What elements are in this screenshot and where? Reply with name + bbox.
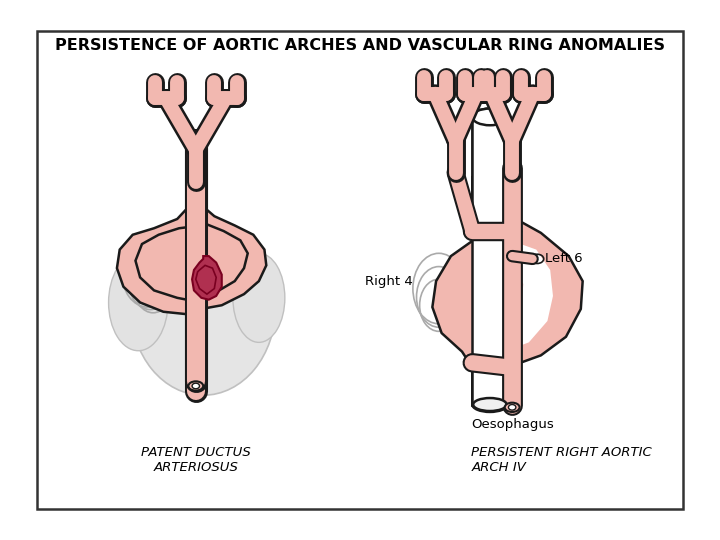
Text: Right 4: Right 4 — [364, 275, 413, 288]
Text: Left 6: Left 6 — [544, 252, 582, 265]
Polygon shape — [192, 256, 222, 300]
Bar — [189, 200, 202, 326]
Polygon shape — [196, 265, 216, 294]
Ellipse shape — [508, 404, 516, 410]
Ellipse shape — [189, 381, 203, 390]
Ellipse shape — [131, 219, 276, 395]
Ellipse shape — [472, 109, 508, 125]
Text: PATENT DUCTUS
ARTERIOSUS: PATENT DUCTUS ARTERIOSUS — [141, 446, 251, 474]
Polygon shape — [190, 182, 266, 309]
Polygon shape — [482, 177, 553, 404]
Ellipse shape — [473, 398, 507, 411]
Ellipse shape — [505, 403, 520, 412]
Ellipse shape — [472, 397, 508, 412]
Bar — [472, 117, 508, 404]
Text: PERSISTENT RIGHT AORTIC
ARCH IV: PERSISTENT RIGHT AORTIC ARCH IV — [472, 446, 652, 474]
Ellipse shape — [109, 254, 168, 350]
Text: PERSISTENCE OF AORTIC ARCHES AND VASCULAR RING ANOMALIES: PERSISTENCE OF AORTIC ARCHES AND VASCULA… — [55, 38, 665, 53]
Polygon shape — [433, 177, 582, 404]
Polygon shape — [117, 182, 202, 314]
FancyBboxPatch shape — [37, 31, 683, 509]
Ellipse shape — [472, 109, 508, 125]
Ellipse shape — [192, 383, 199, 389]
Text: Oesophagus: Oesophagus — [472, 418, 554, 431]
Ellipse shape — [233, 253, 285, 342]
Bar — [472, 117, 508, 404]
